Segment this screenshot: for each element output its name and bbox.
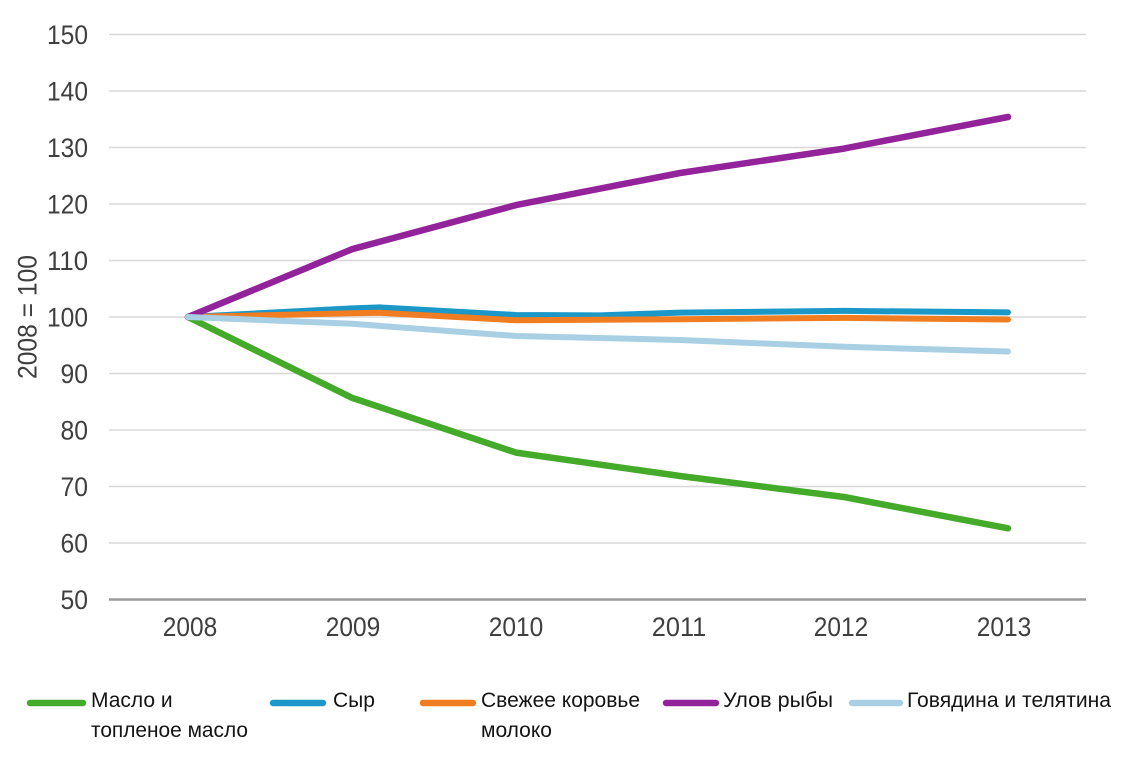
svg-text:молоко: молоко: [481, 719, 552, 742]
svg-text:2013: 2013: [977, 612, 1032, 642]
svg-text:Сыр: Сыр: [333, 689, 375, 712]
svg-text:2010: 2010: [489, 612, 544, 642]
svg-text:50: 50: [61, 585, 89, 615]
svg-text:2008 = 100: 2008 = 100: [13, 255, 43, 379]
svg-text:70: 70: [61, 472, 89, 502]
svg-text:топленое масло: топленое масло: [91, 719, 248, 742]
svg-text:2012: 2012: [814, 612, 869, 642]
svg-text:80: 80: [61, 416, 89, 446]
svg-text:Масло и: Масло и: [91, 689, 173, 712]
svg-text:Свежее коровье: Свежее коровье: [481, 689, 640, 712]
svg-text:2009: 2009: [326, 612, 381, 642]
svg-text:Говядина и телятина: Говядина и телятина: [907, 689, 1111, 712]
svg-text:2011: 2011: [652, 612, 707, 642]
svg-text:150: 150: [47, 20, 88, 50]
svg-text:100: 100: [47, 303, 88, 333]
svg-text:2008: 2008: [163, 612, 218, 642]
svg-text:120: 120: [47, 190, 88, 220]
svg-text:110: 110: [47, 246, 88, 276]
svg-text:90: 90: [61, 359, 89, 389]
svg-text:Улов рыбы: Улов рыбы: [723, 689, 833, 712]
svg-text:130: 130: [47, 133, 88, 163]
svg-text:60: 60: [61, 529, 89, 559]
svg-text:140: 140: [47, 77, 88, 107]
